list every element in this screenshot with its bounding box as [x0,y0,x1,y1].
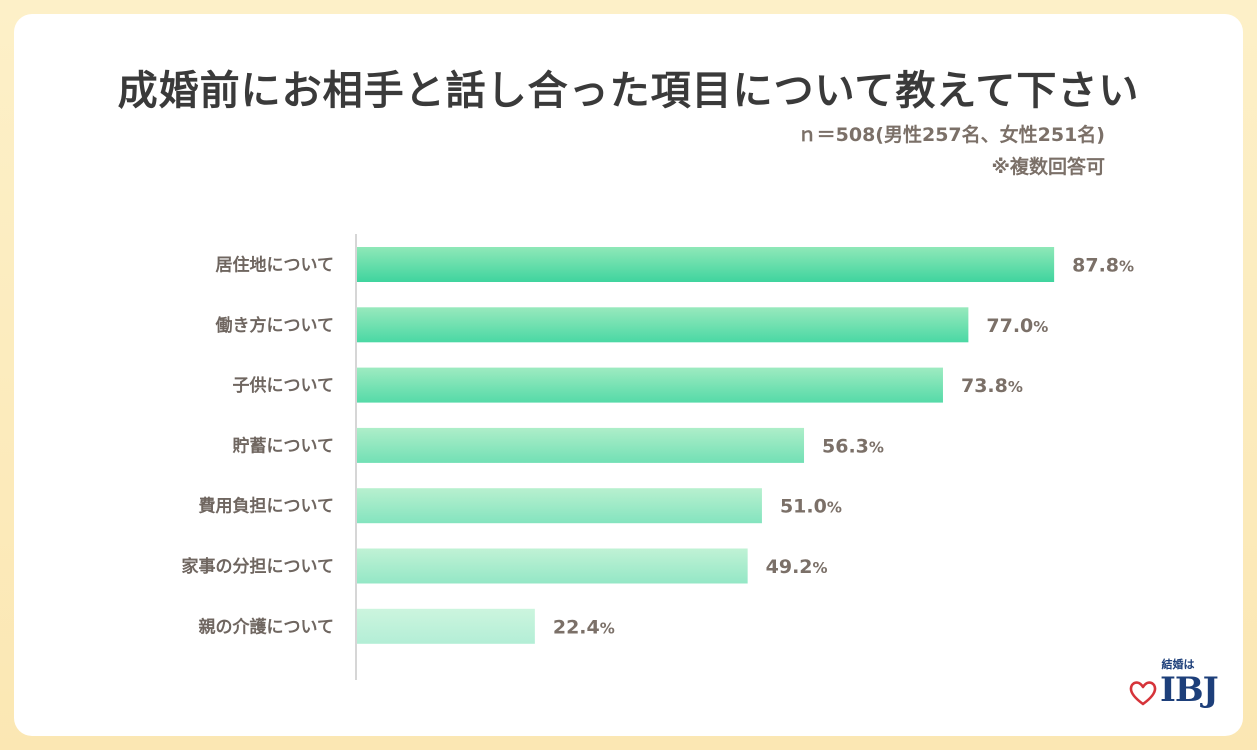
heart-icon [1129,681,1157,706]
value-label: 51.0% [780,496,842,518]
category-label: 働き方について [215,315,335,336]
bar [357,307,969,343]
value-label: 73.8% [961,375,1023,397]
logo-brand: IBJ [1160,670,1219,710]
ibj-logo: 結婚は IBJ [1128,656,1220,720]
bars-layer: 居住地について 87.8% 働き方について 77.0% 子供について 73.8% 貯蓄につい… [182,247,1134,644]
logo-tagline: 結婚は [1161,658,1195,671]
category-label: 子供について [233,375,335,396]
bar [357,247,1055,282]
category-label: 家事の分担について [182,556,335,577]
value-label: 22.4% [553,616,615,638]
bar [357,427,805,463]
bar [357,488,762,524]
category-label: 費用負担について [199,496,335,517]
value-label: 56.3% [822,435,884,457]
bar [357,608,535,644]
value-label: 77.0% [986,315,1048,337]
multiple-answer-note: ※複数回答可 [991,156,1105,178]
bar [357,548,748,584]
chart-title: 成婚前にお相手と話し合った項目について教えて下さい [117,68,1140,114]
value-label: 49.2% [766,556,828,578]
category-label: 居住地について [216,255,335,276]
bar [357,367,943,403]
value-label: 87.8% [1072,255,1134,277]
category-label: 親の介護について [199,616,335,637]
category-label: 貯蓄について [233,435,335,456]
sample-size-note: ｎ＝508(男性257名、女性251名) [797,124,1105,146]
